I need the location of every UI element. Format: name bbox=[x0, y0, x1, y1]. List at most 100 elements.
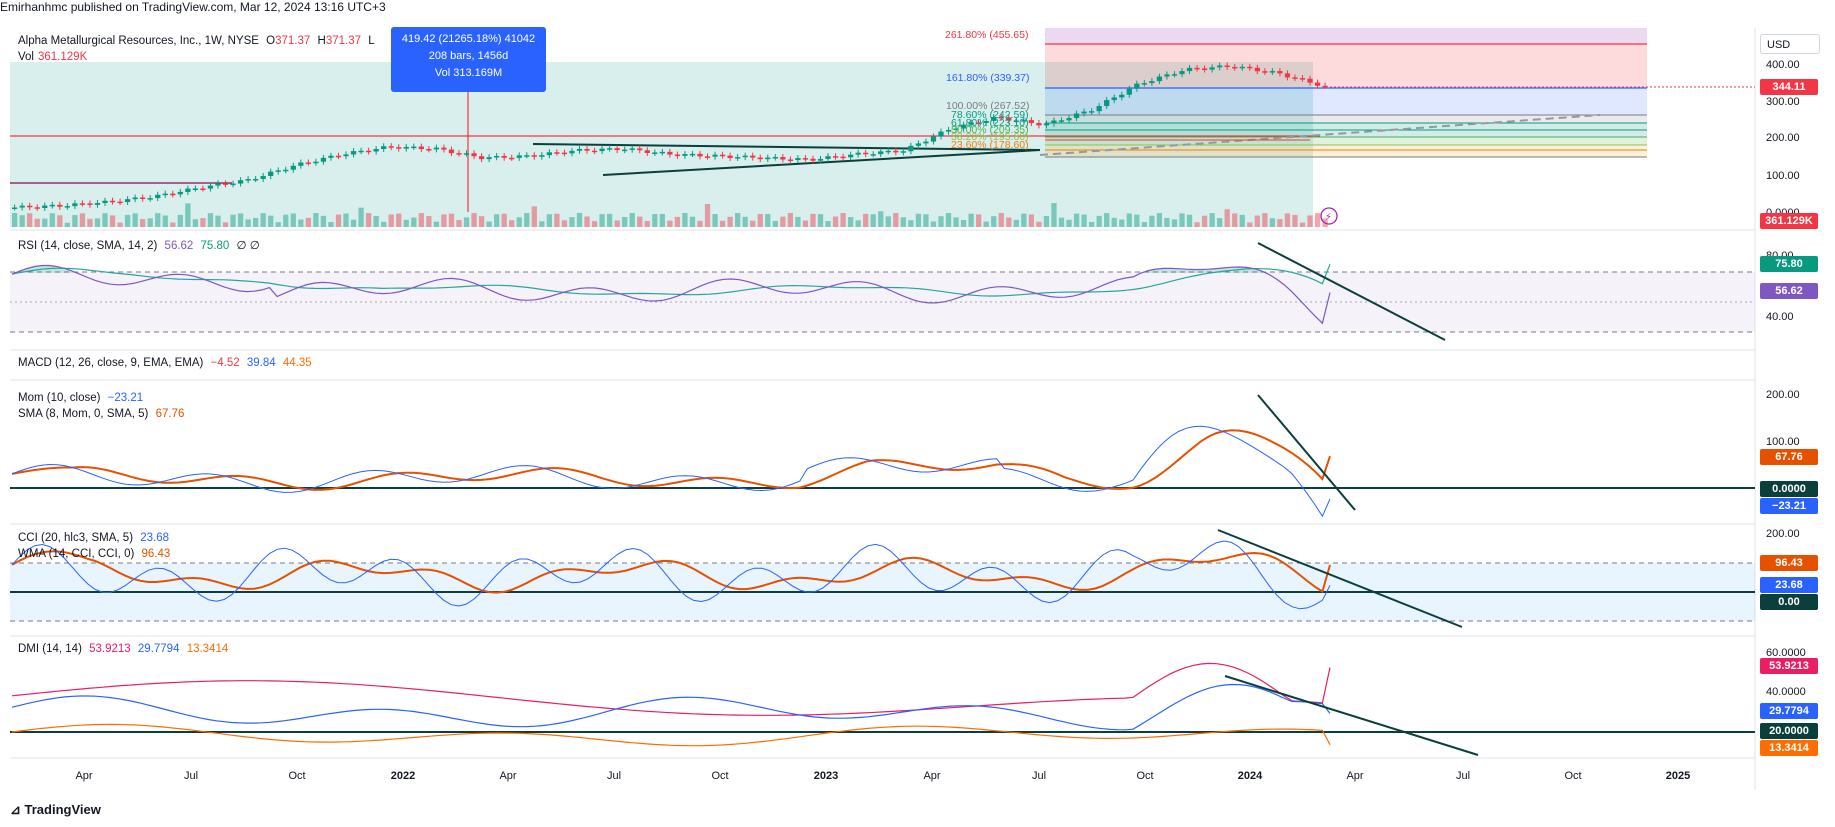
volume-bar bbox=[388, 214, 394, 227]
mom-sma-title[interactable]: SMA (8, Mom, 0, SMA, 5) bbox=[18, 408, 149, 420]
x-tick: Jul bbox=[183, 770, 199, 782]
volume-bar bbox=[335, 214, 342, 227]
x-tick: 2024 bbox=[1237, 770, 1263, 782]
volume-bar bbox=[765, 214, 771, 227]
symbol-label[interactable]: Alpha Metallurgical Resources, Inc., 1W,… bbox=[18, 35, 259, 47]
volume-bar bbox=[900, 217, 906, 227]
volume-bar bbox=[124, 214, 131, 227]
volume-bar bbox=[1058, 217, 1065, 227]
volume-bar bbox=[667, 220, 673, 227]
cci-zero-label: 0.00 bbox=[1760, 594, 1818, 610]
tv-logo-icon: ⊿ bbox=[10, 802, 25, 817]
volume-bar bbox=[1314, 213, 1321, 227]
volume-bar bbox=[998, 213, 1004, 227]
mom-tick: 200.00 bbox=[1766, 389, 1800, 401]
volume-bar bbox=[915, 213, 922, 227]
volume-bar bbox=[132, 213, 138, 227]
y-tick: 300.00 bbox=[1766, 96, 1800, 108]
tradingview-logo[interactable]: ⊿ TradingView bbox=[10, 802, 101, 817]
volume-bar bbox=[1028, 214, 1035, 227]
volume-bar bbox=[426, 216, 432, 227]
currency-selector[interactable]: USD bbox=[1760, 34, 1820, 54]
volume-bar bbox=[456, 219, 462, 227]
pane-separators bbox=[10, 28, 1756, 790]
cci-trendline bbox=[1217, 529, 1463, 628]
cci-wma-title[interactable]: WMA (14, CCI, CCI, 0) bbox=[18, 548, 135, 560]
volume-bar bbox=[200, 218, 206, 227]
volume-bar bbox=[622, 217, 628, 227]
volume-bar bbox=[253, 217, 259, 227]
volume-bar bbox=[1247, 222, 1253, 227]
volume-bar bbox=[478, 216, 485, 227]
volume-bar bbox=[245, 219, 251, 227]
volume-bar bbox=[94, 218, 101, 227]
volume-bar bbox=[727, 216, 733, 227]
volume-bar bbox=[1179, 213, 1185, 227]
volume-bar bbox=[396, 213, 402, 227]
volume-bar bbox=[358, 207, 364, 227]
volume-bar bbox=[486, 221, 492, 227]
volume-bar bbox=[546, 214, 553, 227]
trendline-lower bbox=[602, 149, 1041, 176]
mom-sma-label: 67.76 bbox=[1760, 449, 1818, 465]
volume-bar bbox=[817, 214, 824, 227]
x-tick: Jul bbox=[606, 770, 622, 782]
fib-zone-blue bbox=[1045, 88, 1647, 115]
volume-bar bbox=[1073, 213, 1080, 227]
cci-title[interactable]: CCI (20, hlc3, SMA, 5) bbox=[18, 532, 134, 544]
volume-bar bbox=[381, 221, 387, 227]
dmi-tick: 60.0000 bbox=[1766, 647, 1806, 659]
volume-bar bbox=[561, 220, 568, 227]
macd-title[interactable]: MACD (12, 26, close, 9, EMA, EMA) bbox=[18, 357, 204, 369]
volume-bar bbox=[1149, 215, 1155, 227]
volume-bar bbox=[772, 220, 778, 227]
volume-bar bbox=[1043, 215, 1050, 227]
volume-bar bbox=[531, 206, 537, 227]
mom-line bbox=[11, 425, 1331, 518]
volume-bar bbox=[1262, 213, 1268, 227]
volume-bar bbox=[283, 214, 289, 227]
mom-sma-line bbox=[11, 429, 1331, 491]
volume-bar bbox=[637, 216, 643, 227]
mom-legend: Mom (10, close) −23.21 bbox=[18, 392, 144, 404]
dmi-trendline bbox=[1224, 675, 1479, 756]
volume-bar bbox=[147, 218, 153, 227]
volume-bar bbox=[968, 213, 974, 227]
volume-bar bbox=[313, 213, 319, 227]
volume-bar bbox=[501, 213, 507, 227]
volume-bar bbox=[109, 215, 116, 227]
price-candles bbox=[12, 62, 1328, 211]
volume-bar bbox=[1277, 219, 1283, 227]
volume-bar bbox=[591, 221, 598, 227]
mom-title[interactable]: Mom (10, close) bbox=[18, 392, 101, 404]
volume-bar bbox=[1224, 209, 1230, 227]
rsi-sma-label: 75.80 bbox=[1760, 256, 1818, 272]
fib-zone-top bbox=[1045, 28, 1647, 44]
rsi-title[interactable]: RSI (14, close, SMA, 14, 2) bbox=[18, 240, 158, 252]
volume-bar bbox=[1111, 217, 1117, 227]
measure-change: 419.42 (21265.18%) 41042 bbox=[401, 33, 536, 45]
volume-bar bbox=[1036, 221, 1042, 227]
volume-bar bbox=[953, 217, 959, 227]
volume-bar bbox=[1134, 214, 1140, 227]
volume-bar bbox=[418, 213, 424, 227]
fib-label-78: 78.60% (242.59) bbox=[951, 109, 1029, 121]
volume-bar bbox=[64, 222, 70, 227]
volume-bar bbox=[19, 215, 25, 227]
volume-bar bbox=[606, 213, 613, 227]
volume-bar bbox=[298, 219, 304, 227]
rsi-tick: 40.00 bbox=[1766, 311, 1794, 323]
dmi-20-label: 20.0000 bbox=[1760, 723, 1818, 739]
fib-zone-orange bbox=[1045, 145, 1647, 157]
volume-bar bbox=[1164, 217, 1170, 227]
volume-bar bbox=[569, 217, 575, 227]
volume-bar bbox=[237, 213, 244, 227]
dmi-adx-label: 53.9213 bbox=[1760, 658, 1818, 674]
rsi-value-label: 56.62 bbox=[1760, 283, 1818, 299]
dmi-title[interactable]: DMI (14, 14) bbox=[18, 643, 82, 655]
volume-bar bbox=[140, 219, 146, 227]
volume-bar bbox=[1141, 222, 1147, 227]
volume-bar bbox=[1006, 217, 1012, 227]
volume-bar bbox=[1269, 218, 1276, 227]
